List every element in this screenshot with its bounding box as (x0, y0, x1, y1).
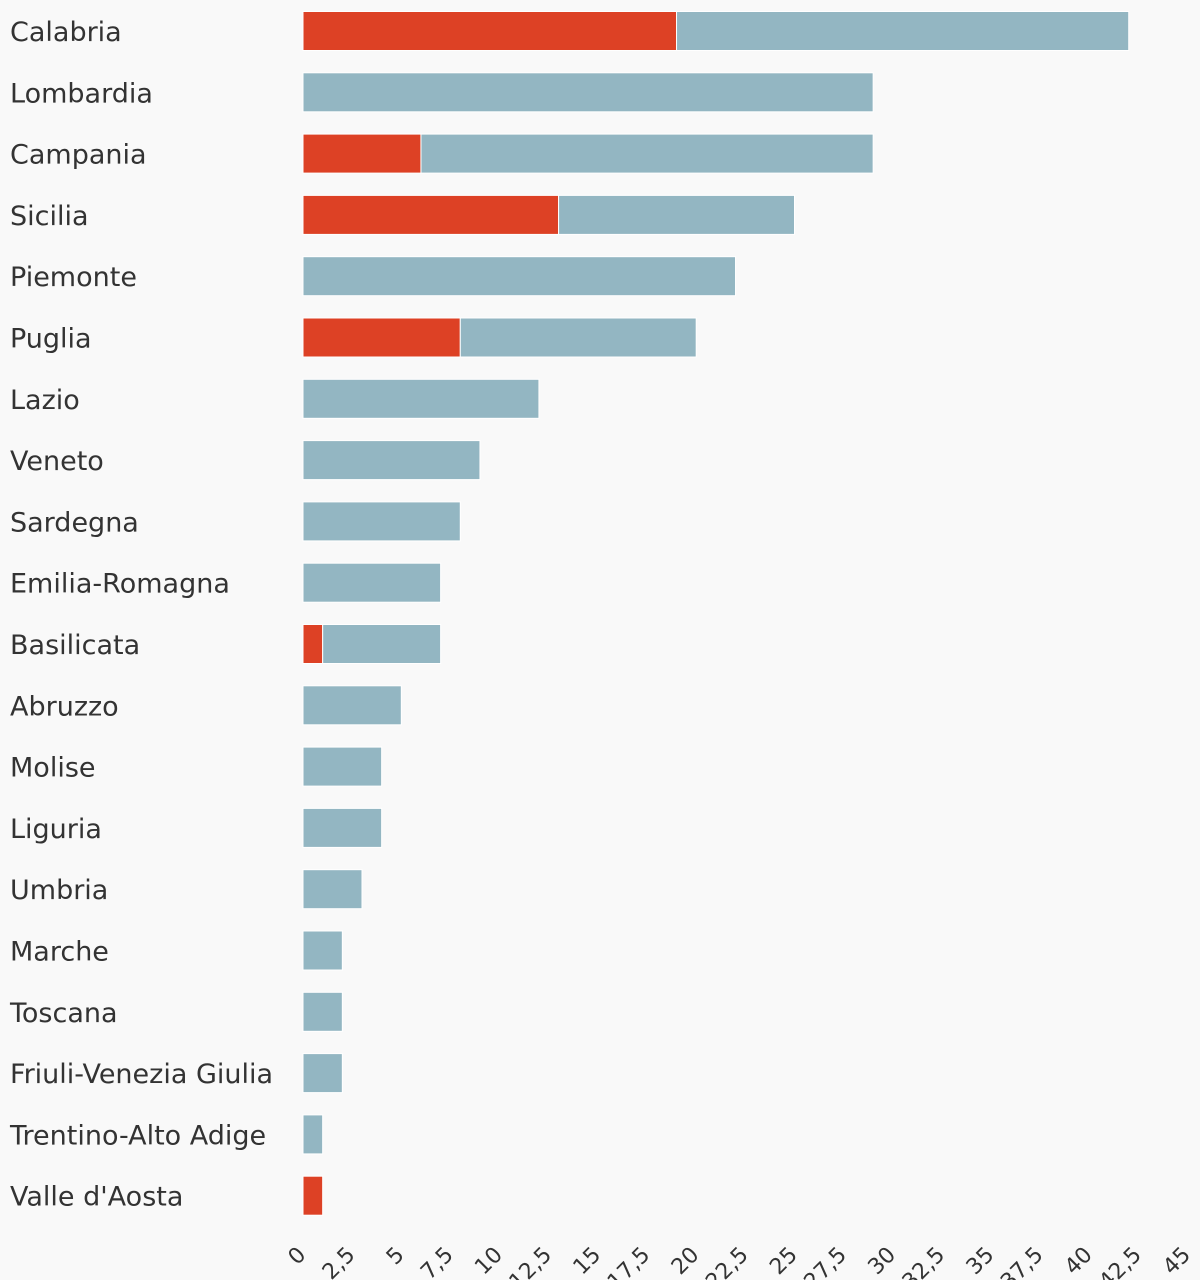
x-tick-label: 37,5 (996, 1243, 1048, 1280)
bar-segment-molise-series-2 (302, 746, 383, 787)
x-tick-label: 10 (470, 1243, 507, 1280)
x-tick-label: 27,5 (800, 1243, 852, 1280)
x-tick-label: 5 (382, 1243, 410, 1271)
bar-segment-lazio-series-2 (302, 378, 540, 419)
bars-group (302, 11, 1130, 1216)
category-label-emilia-romagna: Emilia-Romagna (10, 569, 230, 600)
bar-segment-veneto-series-2 (302, 440, 481, 481)
x-tick-label: 32,5 (898, 1243, 950, 1280)
bar-segment-basilicata-series-2 (322, 624, 442, 664)
category-label-puglia: Puglia (10, 324, 92, 355)
bar-segment-calabria-series-2 (676, 11, 1130, 51)
category-label-lazio: Lazio (10, 385, 80, 416)
bar-segment-puglia-series-1 (302, 317, 461, 358)
bar-segment-sicilia-series-1 (302, 194, 560, 235)
x-tick-label: 42,5 (1094, 1243, 1146, 1280)
category-label-piemonte: Piemonte (10, 262, 137, 293)
category-label-molise: Molise (10, 753, 96, 784)
category-label-sardegna: Sardegna (10, 507, 139, 538)
x-tick-label: 2,5 (318, 1243, 360, 1280)
x-tick-label: 7,5 (416, 1243, 458, 1280)
category-label-liguria: Liguria (10, 814, 102, 845)
category-label-veneto: Veneto (10, 446, 104, 477)
bar-segment-puglia-series-2 (459, 317, 697, 358)
bar-segment-friuli-venezia-giulia-series-2 (302, 1053, 343, 1094)
x-tick-label: 40 (1060, 1243, 1097, 1280)
bar-segment-sicilia-series-2 (558, 194, 796, 235)
x-tick-label: 30 (864, 1243, 901, 1280)
bar-segment-sardegna-series-2 (302, 501, 461, 542)
bar-segment-marche-series-2 (302, 930, 343, 971)
category-label-abruzzo: Abruzzo (10, 691, 119, 722)
category-label-lombardia: Lombardia (10, 78, 153, 109)
category-label-valle-d-aosta: Valle d'Aosta (10, 1182, 183, 1213)
bar-segment-liguria-series-2 (302, 807, 383, 848)
category-label-friuli-venezia-giulia: Friuli-Venezia Giulia (10, 1059, 273, 1090)
category-label-basilicata: Basilicata (10, 630, 140, 661)
bar-segment-abruzzo-series-2 (302, 685, 402, 726)
bar-segment-campania-series-1 (302, 133, 422, 174)
category-label-trentino-alto-adige: Trentino-Alto Adige (9, 1120, 266, 1151)
bar-segment-lombardia-series-2 (302, 72, 874, 113)
bar-segment-valle-d-aosta-series-1 (302, 1175, 324, 1216)
category-label-umbria: Umbria (10, 875, 108, 906)
x-tick-label: 0 (284, 1243, 312, 1271)
bar-segment-toscana-series-2 (302, 991, 343, 1032)
x-tick-label: 15 (569, 1243, 606, 1280)
bar-segment-piemonte-series-2 (302, 256, 737, 297)
x-tick-label: 20 (667, 1243, 704, 1280)
x-tick-label: 25 (765, 1243, 802, 1280)
bar-segment-calabria-series-1 (302, 11, 678, 51)
category-label-campania: Campania (10, 140, 147, 171)
category-label-sicilia: Sicilia (10, 201, 89, 232)
x-tick-label: 22,5 (701, 1243, 753, 1280)
bar-segment-umbria-series-2 (302, 869, 363, 910)
x-tick-label: 45 (1158, 1243, 1195, 1280)
x-tick-label: 12,5 (505, 1243, 557, 1280)
category-label-calabria: Calabria (10, 17, 122, 48)
category-labels: Calabria Lombardia Campania Sicilia Piemonte… (9, 17, 273, 1213)
category-label-toscana: Toscana (9, 998, 118, 1029)
category-label-marche: Marche (10, 937, 109, 968)
bar-segment-emilia-romagna-series-2 (302, 562, 442, 603)
x-tick-label: 17,5 (603, 1243, 655, 1280)
bar-segment-campania-series-2 (420, 133, 874, 174)
bar-segment-trentino-alto-adige-series-2 (302, 1114, 324, 1155)
bar-segment-basilicata-series-1 (302, 624, 324, 664)
x-tick-label: 35 (962, 1243, 999, 1280)
